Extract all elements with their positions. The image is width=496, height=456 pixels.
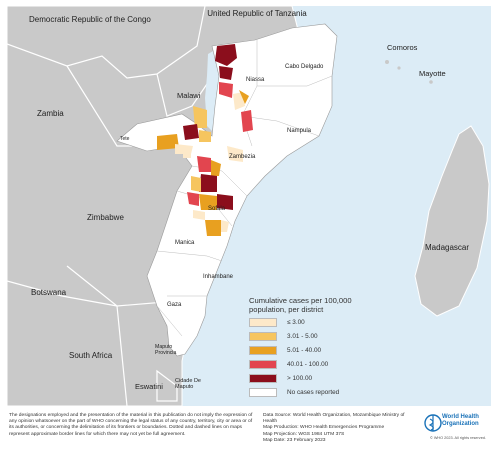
district-le3 — [221, 220, 229, 232]
province-label-tete: Tete — [120, 136, 130, 142]
district-le3 — [227, 146, 243, 162]
legend-item: 3.01 - 5.00 — [249, 332, 318, 341]
country-label-eswatini: Eswatini — [135, 382, 163, 391]
district-le3 — [183, 152, 191, 158]
legend-swatch — [249, 318, 277, 327]
country-label-mayotte: Mayotte — [419, 69, 446, 78]
district-5-40 — [239, 90, 249, 104]
country-label-drc: Democratic Republic of the Congo — [29, 15, 151, 24]
legend-label: ≤ 3.00 — [287, 319, 305, 326]
district-40-100 — [187, 192, 199, 206]
legend-label: > 100.00 — [287, 375, 313, 382]
legend-item: 40.01 - 100.00 — [249, 360, 328, 369]
district-gt100 — [219, 66, 233, 80]
district-40-100 — [219, 82, 233, 98]
disclaimer-text: The designations employed and the presen… — [9, 413, 253, 437]
province-label-cabo-delgado: Cabo Delgado — [285, 64, 324, 70]
who-logo-text: World Health Organization — [442, 414, 479, 427]
mozambique-cholera-map: Democratic Republic of the Congo United … — [7, 6, 491, 406]
district-gt100 — [217, 194, 233, 210]
country-label-zimbabwe: Zimbabwe — [87, 213, 124, 222]
map-production: Map Production: WHO Health Emergencies P… — [263, 425, 385, 431]
province-label-zambezia: Zambezia — [229, 154, 256, 160]
district-5-40 — [211, 160, 221, 176]
province-label-cidade-de-maputo: Cidade De Maputo — [175, 378, 201, 390]
province-label-maputo-provincia: Maputo Provincia — [155, 344, 176, 356]
district-3-5 — [193, 106, 207, 128]
province-label-sofala: Sofala — [208, 206, 226, 212]
district-gt100 — [183, 124, 199, 140]
map-date: Map Date: 23 February 2023 — [263, 437, 326, 443]
legend-label: 40.01 - 100.00 — [287, 361, 329, 368]
district-gt100 — [199, 174, 217, 192]
data-source: Data Source: World Health Organization, … — [263, 413, 405, 425]
province-label-manica: Manica — [175, 240, 195, 246]
district-5-40 — [205, 220, 221, 236]
district-40-100 — [197, 156, 211, 172]
copyright: © WHO 2023. All rights reserved. — [430, 436, 486, 440]
comoros-island — [385, 60, 389, 64]
mozambique-shape — [116, 23, 338, 357]
map-projection: Map Projection: WGS 1984 UTM 37S — [263, 431, 345, 437]
country-label-tanzania: United Republic of Tanzania — [207, 9, 307, 18]
legend-label: 3.01 - 5.00 — [287, 333, 318, 340]
district-le3 — [175, 144, 193, 154]
legend-label: 5.01 - 40.00 — [287, 347, 322, 354]
legend-item: > 100.00 — [249, 374, 312, 383]
mayotte-island — [429, 80, 433, 84]
legend-swatch — [249, 388, 277, 397]
district-le3 — [193, 210, 205, 220]
madagascar-shape — [414, 125, 490, 317]
district-3-5 — [199, 130, 211, 142]
country-label-comoros: Comoros — [387, 43, 418, 52]
district-gt100 — [215, 44, 237, 66]
comoros-island — [397, 66, 401, 70]
province-label-niassa: Niassa — [246, 77, 265, 83]
legend-swatch — [249, 360, 277, 369]
who-emblem-icon — [424, 414, 442, 432]
country-label-south-africa: South Africa — [69, 351, 113, 360]
district-5-40 — [157, 134, 179, 150]
legend-title: Cumulative cases per 100,000 population,… — [249, 296, 352, 314]
country-label-madagascar: Madagascar — [425, 243, 469, 252]
district-5-40 — [199, 194, 217, 210]
country-label-malawi: Malawi — [177, 91, 201, 100]
legend-label: No cases reported — [287, 389, 340, 396]
country-label-botswana: Botswana — [31, 288, 67, 297]
country-label-zambia: Zambia — [37, 109, 64, 118]
province-label-nampula: Nampula — [287, 128, 312, 134]
legend-item: ≤ 3.00 — [249, 318, 305, 327]
legend-swatch — [249, 332, 277, 341]
district-3-5 — [191, 176, 201, 192]
legend-swatch — [249, 374, 277, 383]
legend-item: No cases reported — [249, 388, 339, 397]
district-40-100 — [241, 110, 253, 132]
map-credits: Data Source: World Health Organization, … — [263, 413, 413, 444]
legend-swatch — [249, 346, 277, 355]
province-label-gaza: Gaza — [167, 302, 182, 308]
legend-item: 5.01 - 40.00 — [249, 346, 321, 355]
province-label-inhambane: Inhambane — [203, 274, 234, 280]
